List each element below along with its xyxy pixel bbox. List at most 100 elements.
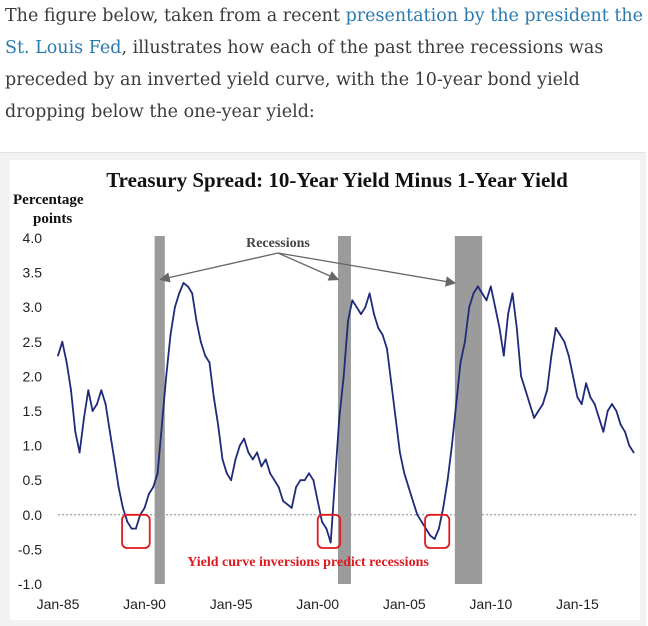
intro-text-after: , illustrates how each of the past three… (5, 38, 604, 122)
x-tick-label: Jan-00 (296, 596, 339, 612)
data-point (342, 375, 345, 378)
y-axis-label-line-1: Percentage (13, 192, 84, 208)
data-point (576, 396, 579, 399)
data-point (606, 410, 609, 412)
data-point (528, 403, 531, 405)
data-point (515, 327, 518, 329)
data-point (455, 403, 458, 405)
data-point (165, 375, 168, 378)
data-point (91, 410, 94, 412)
y-tick-label: 2.0 (23, 368, 43, 384)
st-louis-fed-presentation-link[interactable]: presentation by the president the St. Lo… (5, 6, 644, 58)
series-line-1 (57, 282, 635, 544)
data-point (87, 389, 90, 392)
data-point (364, 306, 367, 309)
y-tick-label: 3.5 (23, 265, 43, 281)
data-point (602, 430, 605, 433)
data-point (632, 451, 635, 454)
data-point (412, 500, 414, 502)
data-point (373, 313, 375, 316)
recession-arrow-3 (277, 252, 457, 287)
data-point (182, 282, 185, 284)
data-point (507, 313, 510, 316)
data-point (173, 306, 176, 309)
y-axis-label-line-2: points (33, 211, 72, 227)
data-point (290, 506, 293, 509)
data-point (316, 500, 319, 502)
treasury-spread-chart: Treasury Spread: 10-Year Yield Minus 1-Y… (13, 168, 638, 612)
data-point (489, 285, 492, 288)
data-point (589, 396, 592, 399)
data-point (135, 527, 137, 530)
y-tick-label: -0.5 (18, 541, 42, 557)
data-point (122, 506, 124, 509)
data-point (247, 451, 250, 454)
data-point (368, 292, 371, 295)
data-point (130, 527, 133, 530)
data-point (147, 493, 150, 495)
data-point (459, 361, 462, 364)
data-point (109, 430, 111, 433)
data-point (260, 465, 263, 468)
data-point (308, 472, 310, 475)
data-point (433, 538, 436, 540)
data-point (580, 403, 583, 405)
data-point (156, 472, 159, 475)
inversion-box-2 (316, 513, 342, 549)
data-point (494, 306, 497, 309)
data-point (450, 444, 453, 447)
data-point (416, 513, 419, 516)
data-point (225, 472, 228, 475)
data-point (321, 520, 323, 523)
data-point (563, 340, 566, 343)
data-point (273, 479, 276, 482)
data-point (520, 375, 523, 378)
data-point (442, 506, 445, 509)
data-point (195, 320, 198, 322)
data-point (204, 354, 207, 357)
x-tick-label: Jan-95 (210, 596, 253, 612)
data-point (498, 327, 501, 329)
data-point (277, 486, 280, 489)
data-point (502, 354, 505, 357)
x-tick-label: Jan-85 (37, 596, 80, 612)
data-point (169, 333, 172, 336)
recession-bar-1 (154, 236, 165, 584)
data-point (312, 479, 315, 482)
data-point (628, 444, 631, 447)
y-tick-label: 0.5 (23, 472, 43, 488)
x-tick-label: Jan-05 (383, 596, 426, 612)
data-point (360, 313, 362, 316)
data-point (217, 423, 220, 426)
data-point (390, 382, 393, 385)
data-point (113, 458, 116, 461)
data-point (96, 403, 98, 405)
data-point (537, 410, 540, 412)
data-point (338, 417, 341, 419)
inversion-box-layer (121, 513, 451, 549)
data-point (334, 479, 336, 482)
data-point (286, 503, 289, 506)
data-point (70, 389, 72, 392)
recessions-annotation: Recessions (246, 236, 310, 251)
data-point (381, 333, 384, 336)
data-point (481, 292, 484, 295)
intro-text-before: The figure below, taken from a recent (5, 6, 346, 26)
data-point (611, 403, 613, 405)
data-point (511, 292, 514, 295)
data-point (472, 292, 475, 295)
data-point (377, 327, 380, 329)
data-point (619, 423, 622, 426)
data-point (546, 389, 549, 392)
data-point (485, 299, 488, 302)
data-point (230, 479, 233, 482)
data-point (329, 541, 332, 544)
y-tick-label: 1.5 (23, 403, 43, 419)
data-point (221, 458, 224, 461)
data-point (446, 479, 449, 482)
data-point (104, 403, 107, 405)
x-tick-label: Jan-10 (469, 596, 512, 612)
recession-arrow-1 (159, 252, 279, 283)
data-point (437, 527, 440, 530)
data-point (178, 292, 181, 295)
